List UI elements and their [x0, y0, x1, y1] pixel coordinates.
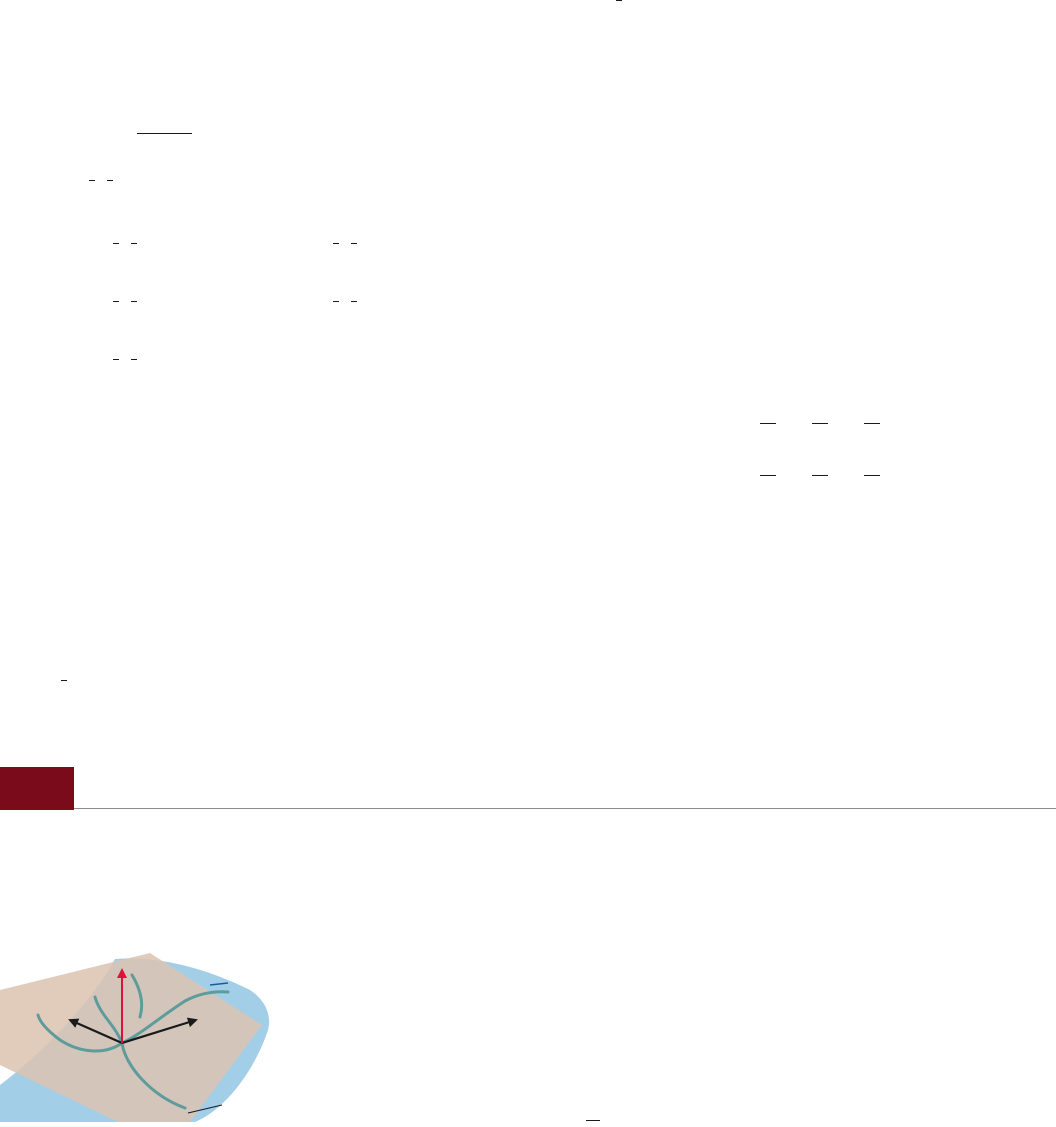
surface-curves: [36, 973, 230, 1110]
tangent-vector-left: [68, 1018, 123, 1045]
surface-label-leader: [209, 982, 229, 986]
fraction-rule-pair-f2: [131, 359, 137, 360]
fraction-rule-pair-e1: [333, 301, 339, 302]
tangent-plane-figure: [0, 945, 280, 1122]
fraction-rule-pair-c1: [333, 243, 339, 244]
fraction-rule-pair-e2: [351, 301, 357, 302]
fraction-rule-pair-a2: [107, 180, 113, 181]
fraction-rule-pair-b2: [131, 243, 137, 244]
fraction-rule-bottom: [586, 1120, 600, 1121]
fraction-rule-partial-6: [864, 475, 880, 476]
section-marker: [0, 767, 74, 810]
fraction-rule-wide: [137, 133, 192, 134]
fraction-rule-partial-5: [812, 475, 828, 476]
fraction-rule-pair-a1: [89, 180, 95, 181]
fraction-rule-partial-2: [812, 423, 828, 424]
fraction-rule-partial-1: [760, 423, 776, 424]
fraction-rule-top: [616, 0, 622, 1]
fraction-rule-pair-f1: [113, 359, 119, 360]
fraction-rule-pair-d1: [113, 301, 119, 302]
fraction-rule-partial-4: [760, 475, 776, 476]
section-divider: [74, 808, 1056, 809]
curve-label-leader: [187, 1104, 223, 1114]
fraction-rule-small: [61, 680, 67, 681]
fraction-rule-pair-d2: [131, 301, 137, 302]
tangent-plane-illustration: [0, 953, 270, 1122]
tangent-vector-right: [121, 1017, 198, 1045]
fraction-rule-partial-3: [864, 423, 880, 424]
fraction-rule-pair-c2: [351, 243, 357, 244]
fraction-rule-pair-b1: [113, 243, 119, 244]
